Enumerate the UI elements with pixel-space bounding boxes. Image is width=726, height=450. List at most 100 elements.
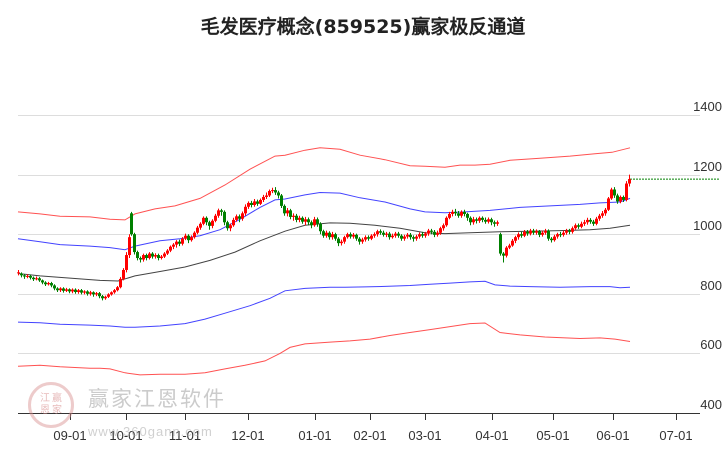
candle — [466, 212, 469, 221]
lower-outer-band-line — [17, 322, 631, 376]
candle — [583, 219, 586, 226]
candle — [385, 231, 388, 238]
candle — [331, 231, 334, 240]
candle — [211, 219, 214, 229]
channel-lines — [17, 147, 720, 376]
candle — [29, 274, 32, 280]
candle — [283, 204, 286, 216]
candle — [502, 252, 505, 263]
candle — [463, 209, 466, 217]
candle — [166, 249, 169, 256]
candle — [154, 253, 157, 259]
candle — [169, 245, 172, 253]
candle — [89, 290, 92, 296]
candle — [493, 220, 496, 227]
candle — [151, 252, 154, 259]
candle — [424, 231, 427, 238]
candle — [376, 229, 379, 237]
candle — [184, 233, 187, 241]
candle — [469, 216, 472, 226]
candle — [412, 235, 415, 242]
x-tick-label: 01-01 — [298, 428, 332, 443]
candle — [400, 234, 403, 241]
candle — [20, 272, 23, 278]
candle — [460, 210, 463, 218]
candle — [367, 235, 370, 241]
candle — [56, 287, 59, 293]
candle — [86, 290, 89, 296]
candle — [262, 194, 265, 203]
candle — [499, 232, 502, 256]
candle — [580, 221, 583, 229]
candle — [436, 230, 439, 237]
candle — [130, 211, 133, 236]
y-tick-label: 1000 — [693, 217, 722, 233]
candle — [310, 220, 313, 229]
candle — [445, 216, 448, 227]
x-axis — [18, 413, 700, 420]
candle — [229, 223, 232, 232]
candle — [286, 207, 289, 217]
candle — [370, 234, 373, 241]
candle — [472, 216, 475, 225]
x-tick-label: 11-01 — [168, 428, 202, 443]
candle — [406, 233, 409, 239]
seal-char: 赢 — [52, 393, 62, 404]
candle — [601, 210, 604, 218]
candle — [238, 214, 241, 223]
candle — [122, 268, 125, 281]
candle — [83, 290, 86, 295]
y-tick-label: 1400 — [693, 98, 722, 114]
candle — [101, 294, 104, 301]
candle — [574, 223, 577, 230]
candle — [349, 232, 352, 239]
candlesticks — [17, 174, 631, 301]
candle — [125, 252, 128, 273]
candle — [199, 222, 202, 230]
candle — [328, 231, 331, 240]
candle — [577, 223, 580, 229]
candle — [277, 190, 280, 199]
candle — [523, 230, 526, 238]
candle — [442, 223, 445, 231]
candle — [625, 181, 628, 202]
candle — [232, 217, 235, 227]
middle-line-line — [17, 222, 631, 282]
x-tick-label: 05-01 — [536, 428, 570, 443]
candle — [394, 231, 397, 238]
candle — [547, 229, 550, 241]
candle — [208, 220, 211, 230]
candle — [508, 243, 511, 250]
candle — [391, 233, 394, 239]
candle — [322, 229, 325, 238]
candle — [622, 195, 625, 203]
y-tick-label: 600 — [700, 336, 722, 352]
candle — [142, 253, 145, 262]
candle — [265, 192, 268, 200]
candle — [119, 277, 122, 289]
candle — [110, 291, 113, 296]
candle — [190, 235, 193, 242]
candle — [17, 269, 20, 276]
candle — [532, 228, 535, 235]
candle — [556, 232, 559, 239]
candle — [562, 230, 565, 237]
candle — [505, 246, 508, 258]
candle — [589, 218, 592, 224]
y-tick-label: 1200 — [693, 158, 722, 174]
candle — [364, 235, 367, 242]
watermark-url: www.360gann.com — [88, 424, 213, 439]
candle — [379, 229, 382, 235]
candle — [352, 233, 355, 239]
candle — [41, 279, 44, 285]
candle — [298, 215, 301, 223]
candle — [241, 211, 244, 221]
candle — [196, 225, 199, 235]
candle — [448, 211, 451, 220]
candle — [193, 231, 196, 239]
candle — [250, 200, 253, 208]
candle — [178, 239, 181, 247]
candle — [550, 237, 553, 243]
y-tick-label: 400 — [700, 396, 722, 412]
candle — [202, 216, 205, 226]
